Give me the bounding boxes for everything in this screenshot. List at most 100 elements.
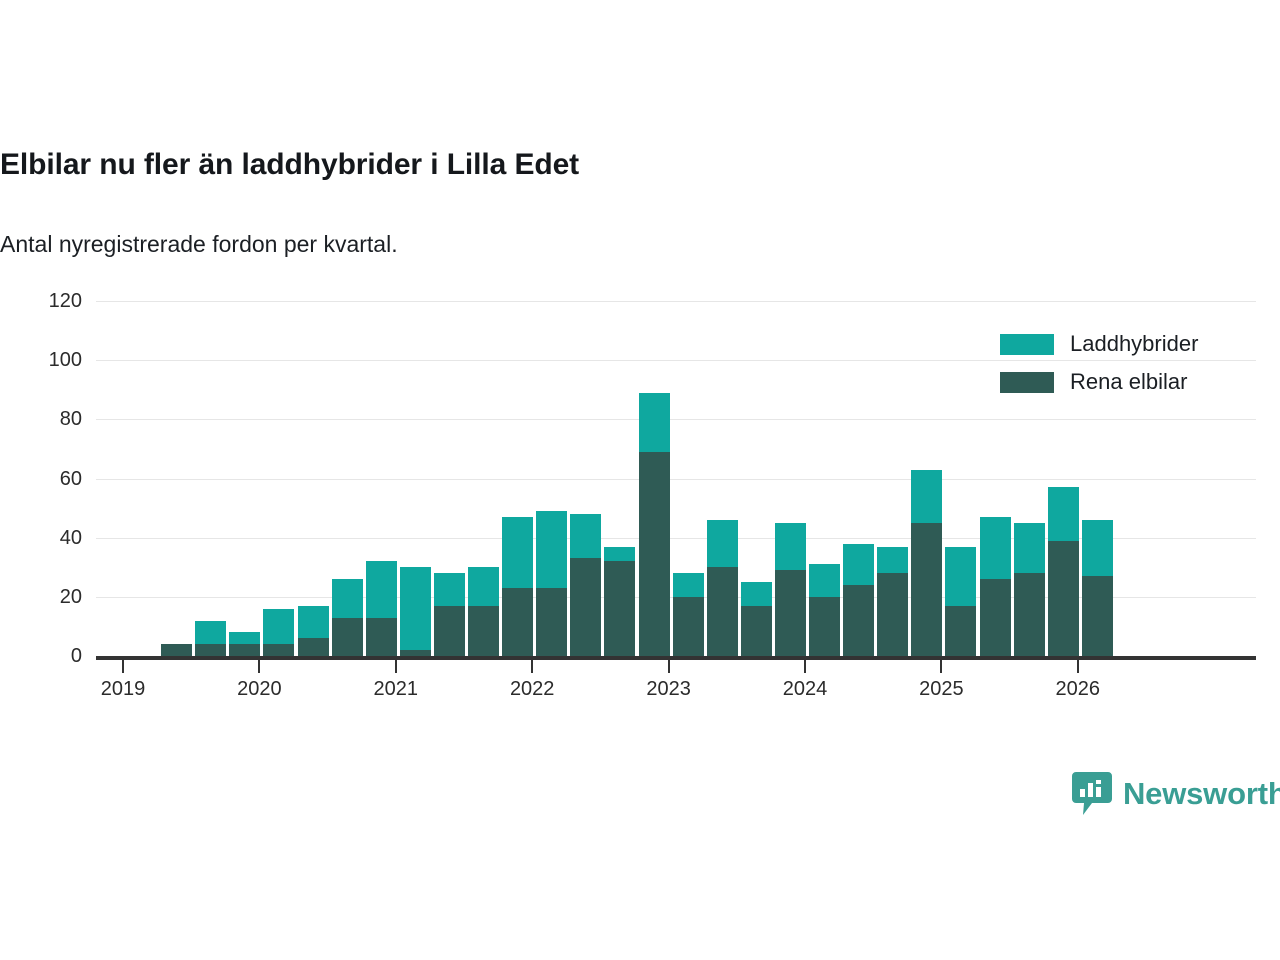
- bar-segment-rena-elbilar: [945, 605, 977, 656]
- bar-segment-rena-elbilar: [911, 522, 943, 656]
- bar-stack[interactable]: [604, 546, 636, 656]
- bar-stack[interactable]: [911, 469, 943, 656]
- bar-segment-laddhybrider: [638, 392, 670, 452]
- bar-segment-laddhybrider: [979, 516, 1011, 580]
- bar-segment-rena-elbilar: [774, 570, 806, 656]
- bar-segment-rena-elbilar: [672, 596, 704, 656]
- bar-stack[interactable]: [536, 511, 568, 656]
- x-axis-tick-label: 2019: [100, 678, 146, 700]
- x-axis-tick-mark: [667, 660, 670, 673]
- bar-stack[interactable]: [877, 546, 909, 656]
- newsworthy-logo[interactable]: Newsworthy: [1072, 772, 1280, 816]
- bar-segment-laddhybrider: [536, 511, 568, 588]
- bar-stack[interactable]: [1047, 487, 1079, 656]
- bar-stack[interactable]: [502, 516, 534, 656]
- bar-segment-laddhybrider: [945, 546, 977, 606]
- bar-stack[interactable]: [672, 573, 704, 656]
- legend-item-rena-elbilar[interactable]: Rena elbilar: [1000, 363, 1198, 401]
- bar-segment-rena-elbilar: [604, 561, 636, 656]
- x-axis-tick-mark: [804, 660, 806, 673]
- bar-stack[interactable]: [263, 608, 295, 656]
- bar-stack[interactable]: [570, 514, 602, 656]
- bar-stack[interactable]: [399, 567, 431, 656]
- bar-segment-rena-elbilar: [161, 644, 193, 656]
- bar-segment-laddhybrider: [570, 514, 602, 559]
- bar-segment-rena-elbilar: [979, 579, 1011, 656]
- bar-stack[interactable]: [706, 519, 738, 656]
- bar-stack[interactable]: [161, 644, 193, 656]
- bar-segment-laddhybrider: [877, 546, 909, 574]
- x-axis-tick-label: 2020: [237, 678, 282, 700]
- bar-segment-laddhybrider: [502, 516, 534, 588]
- bar-segment-rena-elbilar: [809, 596, 840, 656]
- x-axis-tick-mark: [1076, 660, 1079, 673]
- bar-segment-laddhybrider: [468, 567, 499, 606]
- x-axis-tick-label: 2026: [1055, 678, 1101, 700]
- gridline: [96, 419, 1256, 421]
- bar-segment-laddhybrider: [297, 605, 329, 639]
- bar-segment-laddhybrider: [263, 608, 295, 645]
- bar-stack[interactable]: [740, 582, 772, 656]
- bar-stack[interactable]: [1013, 522, 1045, 656]
- bar-stack[interactable]: [979, 516, 1011, 656]
- x-axis-tick-label: 2023: [646, 678, 691, 700]
- bar-segment-rena-elbilar: [468, 605, 499, 656]
- bar-stack[interactable]: [774, 522, 806, 656]
- bar-stack[interactable]: [945, 546, 977, 656]
- chart-legend: Laddhybrider Rena elbilar: [1000, 325, 1198, 401]
- bar-segment-rena-elbilar: [740, 605, 772, 656]
- bar-segment-rena-elbilar: [195, 644, 227, 656]
- bars-layer: [0, 285, 1280, 705]
- bar-segment-laddhybrider: [911, 469, 943, 523]
- bar-segment-laddhybrider: [433, 573, 465, 606]
- legend-item-laddhybrider[interactable]: Laddhybrider: [1000, 325, 1198, 363]
- x-axis-tick-mark: [940, 660, 943, 673]
- bar-segment-laddhybrider: [365, 561, 397, 618]
- bar-segment-laddhybrider: [672, 573, 704, 597]
- bar-stack[interactable]: [297, 605, 329, 656]
- gridline: [96, 301, 1256, 302]
- bar-segment-rena-elbilar: [433, 605, 465, 656]
- bar-stack[interactable]: [1081, 519, 1113, 656]
- bar-segment-rena-elbilar: [843, 585, 875, 656]
- y-axis-tick-label: 100: [48, 349, 82, 372]
- bar-stack[interactable]: [229, 632, 261, 656]
- bar-stack[interactable]: [638, 392, 670, 656]
- bar-segment-laddhybrider: [809, 564, 840, 597]
- legend-label: Rena elbilar: [1070, 369, 1188, 394]
- bar-stack[interactable]: [809, 564, 840, 656]
- page-title: Elbilar nu fler än laddhybrider i Lilla …: [0, 148, 580, 181]
- bar-segment-rena-elbilar: [263, 644, 295, 656]
- legend-swatch-icon: [1000, 371, 1054, 393]
- bar-stack[interactable]: [365, 561, 397, 656]
- x-axis-tick-label: 2021: [373, 678, 419, 700]
- x-axis-tick-label: 2022: [509, 678, 555, 700]
- bar-stack[interactable]: [843, 543, 875, 656]
- bar-stack[interactable]: [468, 567, 499, 656]
- x-axis-tick-label: 2024: [782, 678, 828, 700]
- bar-stack[interactable]: [331, 579, 363, 656]
- bar-segment-laddhybrider: [1081, 519, 1113, 577]
- bar-segment-rena-elbilar: [706, 567, 738, 656]
- bar-chart-speech-bubble-icon: [1072, 772, 1112, 816]
- bar-stack[interactable]: [433, 573, 465, 656]
- gridline: [96, 537, 1256, 539]
- legend-label: Laddhybrider: [1070, 331, 1199, 356]
- bar-segment-rena-elbilar: [365, 617, 397, 656]
- bar-stack[interactable]: [195, 620, 227, 656]
- y-axis-tick-label: 40: [59, 526, 82, 549]
- bar-segment-laddhybrider: [1047, 487, 1079, 541]
- x-axis-tick-mark: [258, 660, 261, 673]
- x-axis-tick-mark: [122, 660, 124, 673]
- bar-segment-laddhybrider: [399, 567, 431, 651]
- bar-segment-rena-elbilar: [536, 587, 568, 656]
- bar-segment-rena-elbilar: [297, 638, 329, 656]
- y-axis-tick-label: 80: [59, 408, 82, 431]
- y-axis-tick-label: 60: [59, 467, 82, 490]
- bar-segment-laddhybrider: [1013, 522, 1045, 574]
- bar-segment-laddhybrider: [195, 620, 227, 645]
- bar-segment-rena-elbilar: [638, 451, 670, 656]
- bar-segment-laddhybrider: [843, 543, 875, 585]
- y-axis-tick-label: 20: [59, 585, 82, 608]
- bar-segment-rena-elbilar: [399, 650, 431, 656]
